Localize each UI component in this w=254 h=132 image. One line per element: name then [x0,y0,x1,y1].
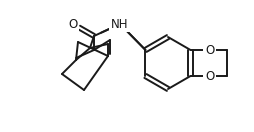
Text: NH: NH [111,18,129,30]
Text: O: O [205,70,214,82]
Text: O: O [68,18,78,30]
Text: O: O [205,44,214,56]
